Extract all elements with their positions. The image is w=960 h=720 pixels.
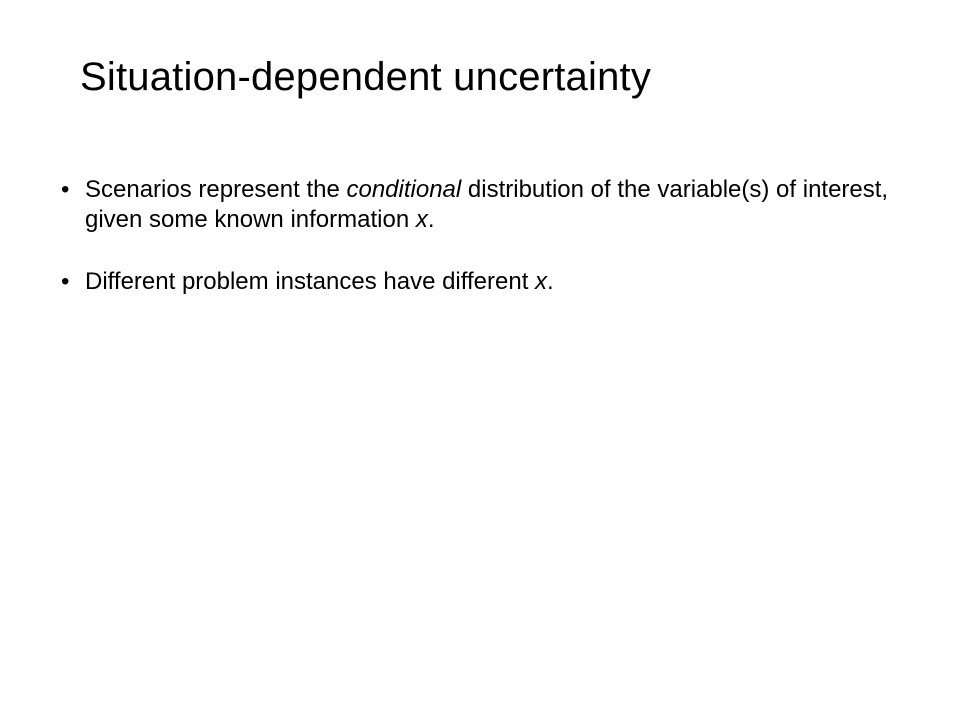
text-italic: x <box>416 206 428 233</box>
text: Different problem instances have differe… <box>85 268 535 295</box>
text: Scenarios represent the <box>85 176 346 203</box>
bullet-list: Scenarios represent the conditional dist… <box>55 175 900 297</box>
text: . <box>547 268 554 295</box>
slide-title: Situation-dependent uncertainty <box>80 55 900 100</box>
text: . <box>428 206 435 233</box>
bullet-item: Scenarios represent the conditional dist… <box>55 175 900 235</box>
slide: Situation-dependent uncertainty Scenario… <box>0 0 960 720</box>
text-italic: conditional <box>346 176 461 203</box>
bullet-item: Different problem instances have differe… <box>55 267 900 297</box>
slide-body: Scenarios represent the conditional dist… <box>55 175 900 329</box>
text-italic: x <box>535 268 547 295</box>
